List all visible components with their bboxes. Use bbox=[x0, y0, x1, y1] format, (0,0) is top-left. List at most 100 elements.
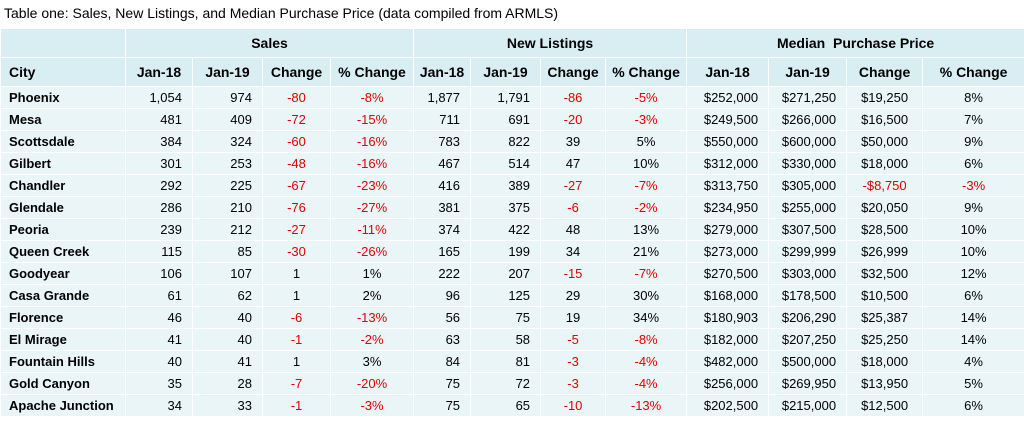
data-row: Fountain Hills 40 41 1 3% 84 81 -3 -4% $482,000 $5… bbox=[0, 350, 1024, 373]
column-header: Change bbox=[540, 57, 607, 87]
data-row: Glendale 286 210 -76 -27% 381 375 -6 -2% $234,950… bbox=[0, 196, 1024, 219]
value-cell: -76 bbox=[262, 196, 331, 219]
value-cell: 711 bbox=[413, 108, 472, 131]
city-cell: Apache Junction bbox=[0, 394, 126, 417]
city-cell: Casa Grande bbox=[0, 284, 126, 307]
value-cell: 384 bbox=[125, 130, 193, 153]
value-cell: 3% bbox=[329, 350, 415, 373]
value-cell: 199 bbox=[470, 240, 542, 263]
value-cell: 1,791 bbox=[470, 86, 542, 109]
column-header: Jan-18 bbox=[125, 57, 193, 87]
table-title: Table one: Sales, New Listings, and Medi… bbox=[4, 5, 559, 21]
value-cell: $252,000 bbox=[686, 86, 770, 109]
value-cell: -15 bbox=[540, 262, 607, 285]
value-cell: 40 bbox=[192, 306, 263, 329]
value-cell: 1 bbox=[262, 350, 331, 373]
value-cell: -4% bbox=[605, 350, 688, 373]
city-cell: Scottsdale bbox=[0, 130, 126, 153]
value-cell: $305,000 bbox=[768, 174, 848, 197]
value-cell: $234,950 bbox=[686, 196, 770, 219]
value-cell: $482,000 bbox=[686, 350, 770, 373]
value-cell: $18,000 bbox=[846, 152, 924, 175]
value-cell: 46 bbox=[125, 306, 193, 329]
value-cell: 106 bbox=[125, 262, 193, 285]
data-row: Peoria 239 212 -27 -11% 374 422 48 13% $279,000 $3… bbox=[0, 218, 1024, 241]
value-cell: 41 bbox=[125, 328, 193, 351]
value-cell: $25,387 bbox=[846, 306, 924, 329]
value-cell: -26% bbox=[329, 240, 415, 263]
data-row: Florence 46 40 -6 -13% 56 75 19 34% $180,903 $206,… bbox=[0, 306, 1024, 329]
value-cell: -20 bbox=[540, 108, 607, 131]
value-cell: $312,000 bbox=[686, 152, 770, 175]
city-cell: Chandler bbox=[0, 174, 126, 197]
value-cell: $32,500 bbox=[846, 262, 924, 285]
data-row: Goodyear 106 107 1 1% 222 207 -15 -7% $270,500 $30… bbox=[0, 262, 1024, 285]
value-cell: -48 bbox=[262, 152, 331, 175]
data-row: Casa Grande 61 62 1 2% 96 125 29 30% $168,000 $178… bbox=[0, 284, 1024, 307]
value-cell: 6% bbox=[922, 394, 1024, 417]
value-cell: $28,500 bbox=[846, 218, 924, 241]
value-cell: $16,500 bbox=[846, 108, 924, 131]
city-cell: Florence bbox=[0, 306, 126, 329]
city-cell: El Mirage bbox=[0, 328, 126, 351]
value-cell: 374 bbox=[413, 218, 472, 241]
value-cell: -67 bbox=[262, 174, 331, 197]
value-cell: 75 bbox=[470, 306, 542, 329]
value-cell: 81 bbox=[470, 350, 542, 373]
value-cell: -6 bbox=[540, 196, 607, 219]
value-cell: 19 bbox=[540, 306, 607, 329]
group-header-row: Sales New Listings Median Purchase Price bbox=[0, 28, 1024, 58]
value-cell: 7% bbox=[922, 108, 1024, 131]
value-cell: $18,000 bbox=[846, 350, 924, 373]
value-cell: $307,500 bbox=[768, 218, 848, 241]
data-row: Apache Junction 34 33 -1 -3% 75 65 -10 -13% $202,… bbox=[0, 394, 1024, 417]
data-row: Chandler 292 225 -67 -23% 416 389 -27 -7% $313,75… bbox=[0, 174, 1024, 197]
data-row: Mesa 481 409 -72 -15% 711 691 -20 -3% $249,500 $26… bbox=[0, 108, 1024, 131]
value-cell: 165 bbox=[413, 240, 472, 263]
column-header: Jan-18 bbox=[413, 57, 472, 87]
value-cell: 301 bbox=[125, 152, 193, 175]
value-cell: -7 bbox=[262, 372, 331, 395]
value-cell: 381 bbox=[413, 196, 472, 219]
value-cell: $25,250 bbox=[846, 328, 924, 351]
value-cell: 422 bbox=[470, 218, 542, 241]
value-cell: -3% bbox=[605, 108, 688, 131]
value-cell: -3% bbox=[922, 174, 1024, 197]
value-cell: $330,000 bbox=[768, 152, 848, 175]
value-cell: 61 bbox=[125, 284, 193, 307]
value-cell: $500,000 bbox=[768, 350, 848, 373]
value-cell: $600,000 bbox=[768, 130, 848, 153]
value-cell: 72 bbox=[470, 372, 542, 395]
value-cell: $180,903 bbox=[686, 306, 770, 329]
column-header: City bbox=[0, 57, 126, 87]
city-cell: Queen Creek bbox=[0, 240, 126, 263]
column-header: Jan-19 bbox=[192, 57, 263, 87]
value-cell: $26,999 bbox=[846, 240, 924, 263]
value-cell: $255,000 bbox=[768, 196, 848, 219]
value-cell: 10% bbox=[922, 240, 1024, 263]
value-cell: 375 bbox=[470, 196, 542, 219]
city-cell: Mesa bbox=[0, 108, 126, 131]
value-cell: 33 bbox=[192, 394, 263, 417]
value-cell: -15% bbox=[329, 108, 415, 131]
value-cell: $178,500 bbox=[768, 284, 848, 307]
value-cell: 1% bbox=[329, 262, 415, 285]
column-header: % Change bbox=[329, 57, 415, 87]
value-cell: -30 bbox=[262, 240, 331, 263]
value-cell: 974 bbox=[192, 86, 263, 109]
value-cell: 1,054 bbox=[125, 86, 193, 109]
value-cell: -7% bbox=[605, 262, 688, 285]
value-cell: 409 bbox=[192, 108, 263, 131]
value-cell: $273,000 bbox=[686, 240, 770, 263]
value-cell: -8% bbox=[605, 328, 688, 351]
value-cell: 30% bbox=[605, 284, 688, 307]
value-cell: -5 bbox=[540, 328, 607, 351]
value-cell: 41 bbox=[192, 350, 263, 373]
value-cell: -80 bbox=[262, 86, 331, 109]
value-cell: -1 bbox=[262, 394, 331, 417]
value-cell: $299,999 bbox=[768, 240, 848, 263]
value-cell: 125 bbox=[470, 284, 542, 307]
value-cell: 85 bbox=[192, 240, 263, 263]
value-cell: -6 bbox=[262, 306, 331, 329]
value-cell: 75 bbox=[413, 372, 472, 395]
